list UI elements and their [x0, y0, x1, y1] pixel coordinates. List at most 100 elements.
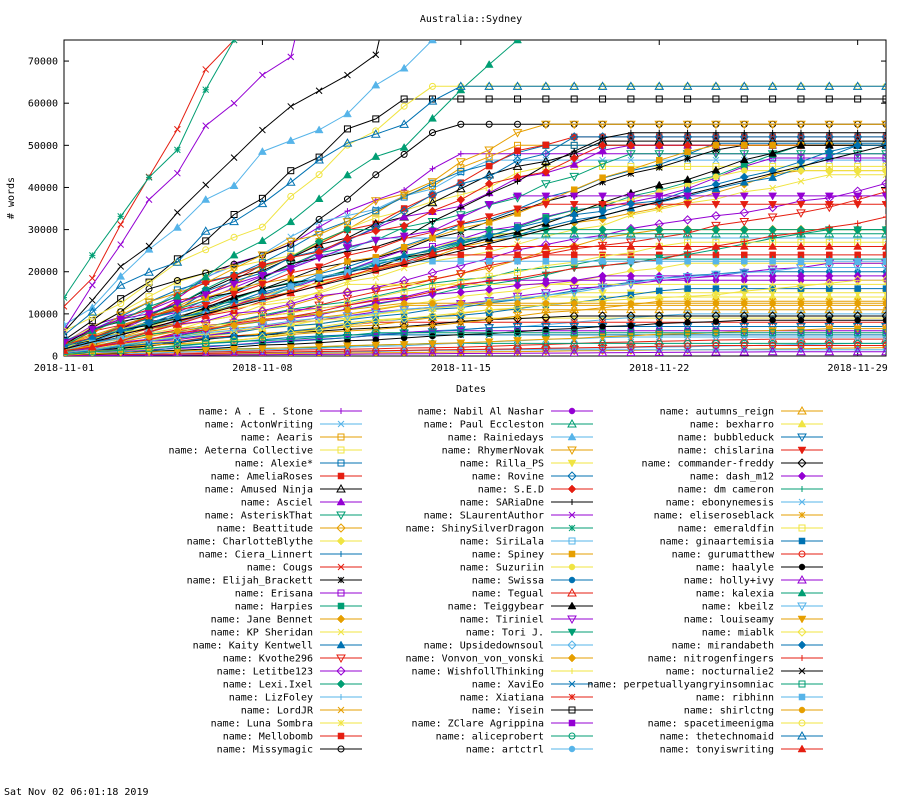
legend-label: name: Jane Bennet — [211, 615, 313, 626]
legend-entry: name: LordJR — [241, 706, 362, 717]
data-point — [457, 164, 465, 172]
data-point — [116, 336, 126, 345]
legend-entry: name: XaviEo — [472, 680, 593, 691]
data-point — [711, 270, 721, 280]
data-point — [512, 129, 523, 138]
series-line — [64, 241, 886, 351]
data-point — [343, 195, 351, 203]
data-point — [796, 264, 806, 273]
data-point — [400, 243, 408, 251]
data-point — [258, 194, 266, 202]
legend-label: name: XaviEo — [472, 680, 544, 691]
data-point — [769, 339, 777, 347]
data-point — [656, 129, 663, 136]
data-point — [314, 315, 324, 324]
legend-label: name: eliseroseblack — [654, 511, 774, 522]
data-point — [570, 251, 578, 259]
data-point — [797, 177, 805, 185]
data-point — [768, 201, 778, 209]
data-point — [64, 303, 68, 310]
data-point — [684, 148, 691, 155]
data-point — [343, 109, 352, 118]
data-point — [824, 278, 835, 289]
legend-label: name: chislarina — [678, 446, 774, 457]
legend-entry: name: Harpies — [235, 602, 362, 613]
data-point — [485, 95, 493, 103]
data-point — [287, 167, 295, 175]
series-line — [64, 40, 380, 333]
legend-entry: name: Lexi.Ixel — [223, 680, 362, 691]
data-point — [881, 81, 886, 90]
legend-marker — [797, 419, 807, 428]
data-point — [654, 140, 664, 150]
legend-label: name: Alexie* — [235, 459, 313, 470]
legend-entry: name: nitrogenfingers — [648, 654, 823, 665]
data-point — [455, 326, 466, 335]
series-68 — [64, 40, 522, 350]
series-line — [64, 140, 886, 350]
legend-label: name: Amused Ninja — [205, 485, 313, 496]
data-point — [797, 300, 805, 307]
data-point — [343, 225, 352, 234]
data-point — [569, 210, 579, 220]
data-point — [768, 241, 778, 250]
data-point — [400, 150, 408, 158]
data-point — [655, 287, 663, 295]
legend-entry: name: perpetuallyangryinsomniac — [587, 680, 823, 691]
data-point — [597, 228, 608, 238]
data-point — [513, 205, 522, 214]
data-point — [824, 147, 834, 156]
legend-marker — [338, 551, 344, 557]
legend-label: name: bexharro — [690, 420, 774, 431]
legend-marker — [337, 459, 345, 467]
data-point — [654, 180, 664, 189]
data-point — [485, 251, 493, 259]
legend-label: name: Mellobomb — [223, 732, 313, 743]
legend-label: name: A . E . Stone — [199, 407, 313, 418]
series-line — [64, 144, 886, 347]
legend-label: name: Tegual — [472, 589, 544, 600]
data-point — [655, 206, 663, 213]
data-point — [542, 318, 550, 326]
data-point — [513, 281, 522, 290]
legend-marker — [567, 459, 577, 468]
series-line — [64, 85, 886, 336]
legend-marker — [798, 706, 806, 714]
data-point — [767, 120, 778, 130]
series-82 — [64, 192, 886, 347]
data-point — [682, 228, 693, 238]
data-point — [882, 285, 886, 292]
data-point — [372, 273, 380, 281]
data-point — [626, 192, 636, 201]
legend-marker — [337, 589, 345, 597]
data-point — [541, 278, 551, 288]
data-point — [711, 192, 721, 201]
legend-label: name: autumns_reign — [660, 407, 774, 418]
legend-entry: name: A . E . Stone — [199, 407, 362, 418]
data-point — [796, 81, 806, 90]
data-point — [174, 169, 181, 177]
data-point — [599, 343, 607, 351]
series-line — [64, 345, 886, 356]
data-point — [343, 252, 352, 261]
data-point — [371, 226, 381, 236]
data-point — [117, 221, 125, 228]
legend-label: name: kalexia — [696, 589, 774, 600]
data-point — [739, 286, 749, 296]
data-point — [682, 347, 693, 356]
data-point — [344, 208, 351, 215]
data-point — [825, 339, 833, 347]
data-point — [512, 323, 523, 332]
data-point — [173, 350, 181, 356]
legend-entry: name: ZClare Agrippina — [412, 719, 593, 730]
legend-entry: name: holly+ivy — [684, 574, 823, 587]
data-point — [172, 319, 182, 328]
data-point — [767, 132, 778, 142]
data-point — [797, 229, 804, 236]
legend-marker — [568, 524, 576, 532]
data-point — [144, 327, 154, 336]
legend-label: name: shirlctng — [684, 706, 774, 717]
data-point — [598, 241, 607, 250]
data-point — [314, 231, 324, 240]
data-point — [287, 335, 295, 343]
